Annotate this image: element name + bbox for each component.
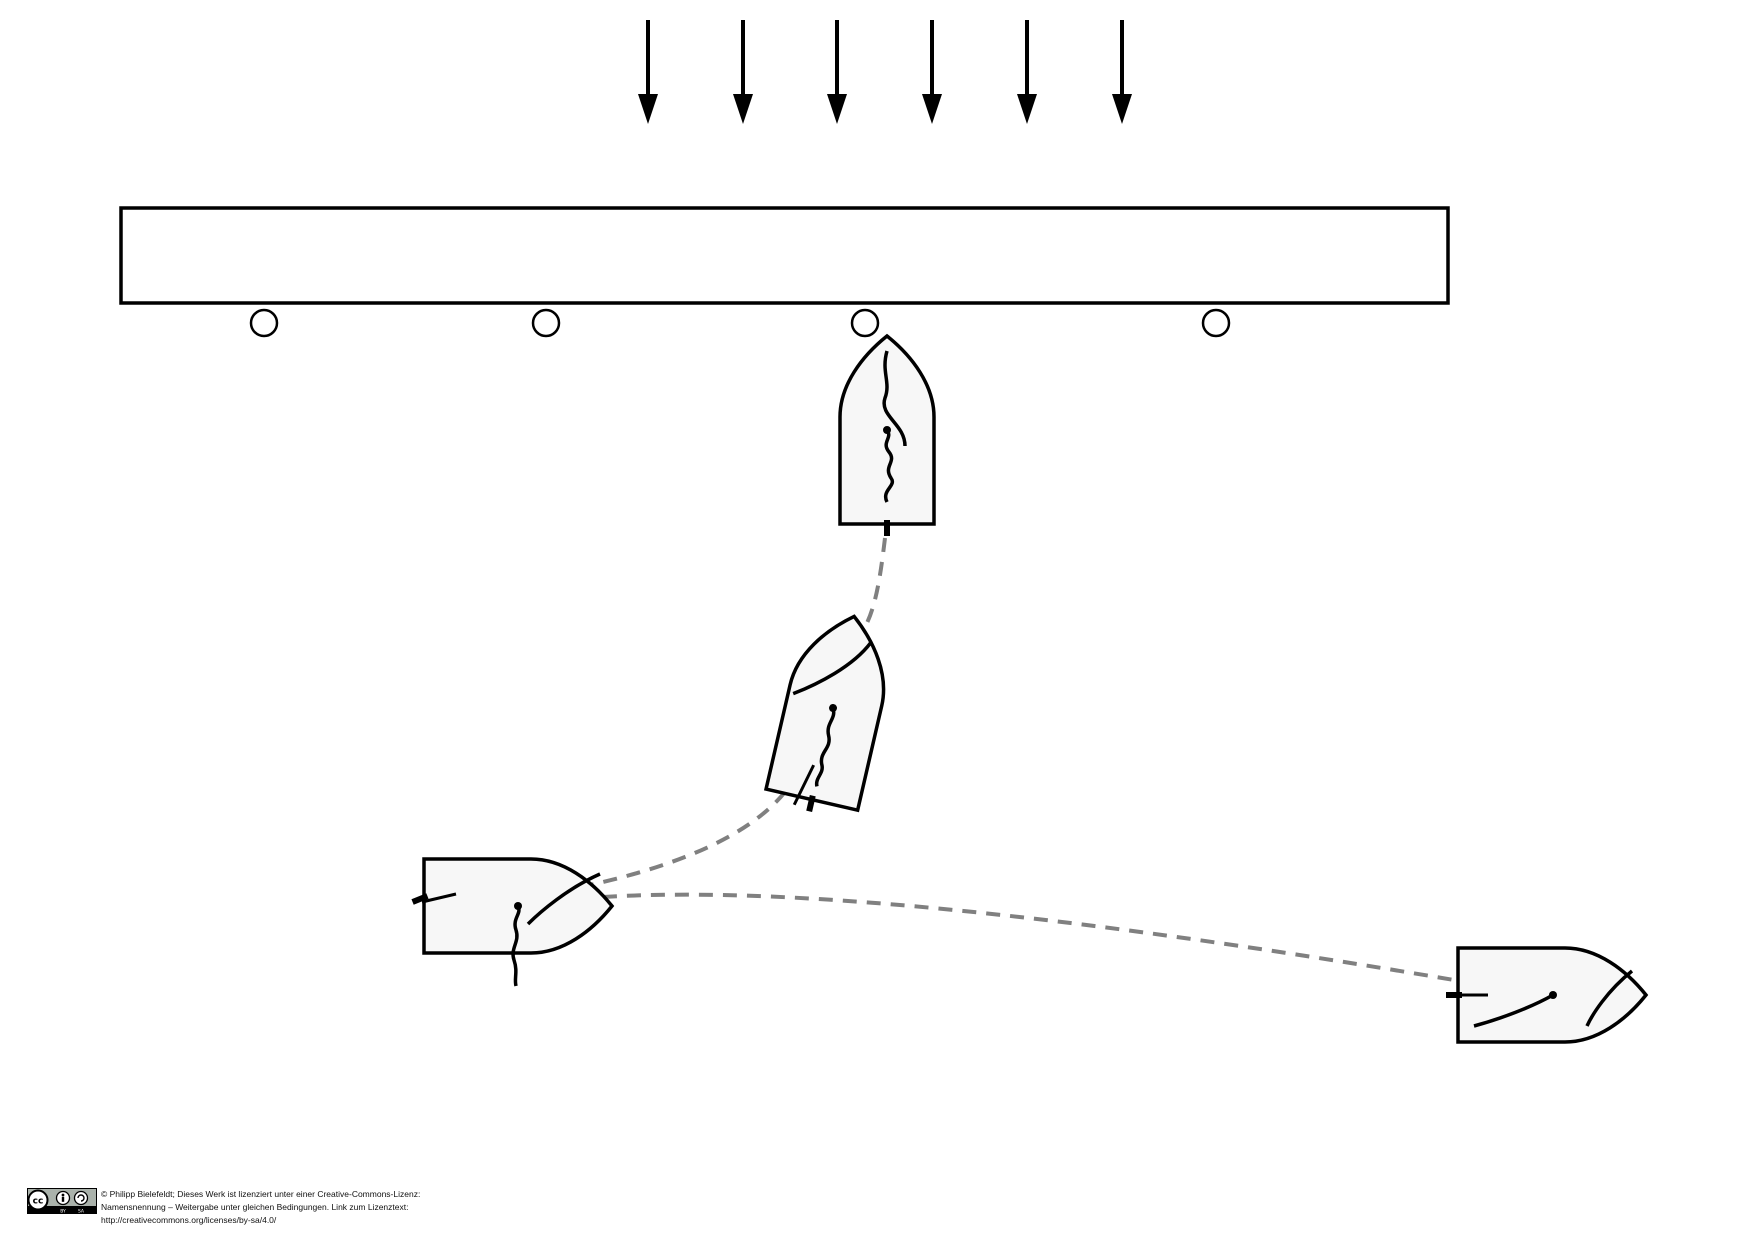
pier bbox=[119, 206, 1450, 305]
boat-moored bbox=[838, 334, 936, 536]
track-segment bbox=[589, 790, 787, 887]
wind-arrows bbox=[638, 20, 1132, 124]
rudder bbox=[806, 795, 816, 812]
license-url[interactable]: http://creativecommons.org/licenses/by-s… bbox=[101, 1215, 277, 1225]
rudder bbox=[884, 520, 890, 536]
boat-heading-east bbox=[411, 857, 614, 987]
tiller bbox=[792, 764, 816, 806]
sheet-loose bbox=[883, 428, 895, 503]
wind-arrow bbox=[1112, 20, 1132, 124]
sail-trimmed bbox=[1585, 969, 1634, 1027]
mooring-buoy bbox=[249, 308, 279, 338]
boom bbox=[1473, 993, 1554, 1028]
boat-tracks bbox=[589, 537, 1467, 984]
sail bbox=[526, 872, 601, 926]
mooring-buoy bbox=[531, 308, 561, 338]
mooring-buoys bbox=[249, 308, 1231, 338]
license-text: © Philipp Bielefeldt; Dieses Werk ist li… bbox=[101, 1188, 461, 1227]
svg-text:SA: SA bbox=[78, 1209, 85, 1215]
track-segment bbox=[602, 892, 1467, 984]
wind-arrow bbox=[827, 20, 847, 124]
sail bbox=[792, 641, 873, 696]
wind-arrow bbox=[638, 20, 658, 124]
svg-text:cc: cc bbox=[33, 1197, 44, 1207]
wind-arrow bbox=[1017, 20, 1037, 124]
tiller bbox=[421, 892, 457, 904]
track-segment bbox=[860, 537, 887, 634]
license-line: © Philipp Bielefeldt; Dieses Werk ist li… bbox=[101, 1189, 421, 1199]
rudder bbox=[1446, 992, 1462, 998]
mooring-buoy bbox=[850, 308, 880, 338]
license-notice: cc BY SA © Philipp Bielefeldt; Dieses We… bbox=[27, 1188, 461, 1227]
sheet bbox=[814, 707, 836, 787]
cc-by-sa-icon: cc BY SA bbox=[27, 1188, 97, 1214]
mooring-buoy bbox=[1201, 308, 1231, 338]
rudder bbox=[411, 893, 429, 905]
boat-sailing-away bbox=[1446, 946, 1648, 1044]
boat-turning bbox=[764, 604, 902, 812]
wind-arrow bbox=[733, 20, 753, 124]
sail-luffing bbox=[882, 350, 907, 447]
license-line: Namensnennung – Weitergabe unter gleiche… bbox=[101, 1202, 409, 1212]
sheet-loose bbox=[511, 905, 521, 987]
svg-text:BY: BY bbox=[60, 1209, 66, 1215]
wind-arrow bbox=[922, 20, 942, 124]
